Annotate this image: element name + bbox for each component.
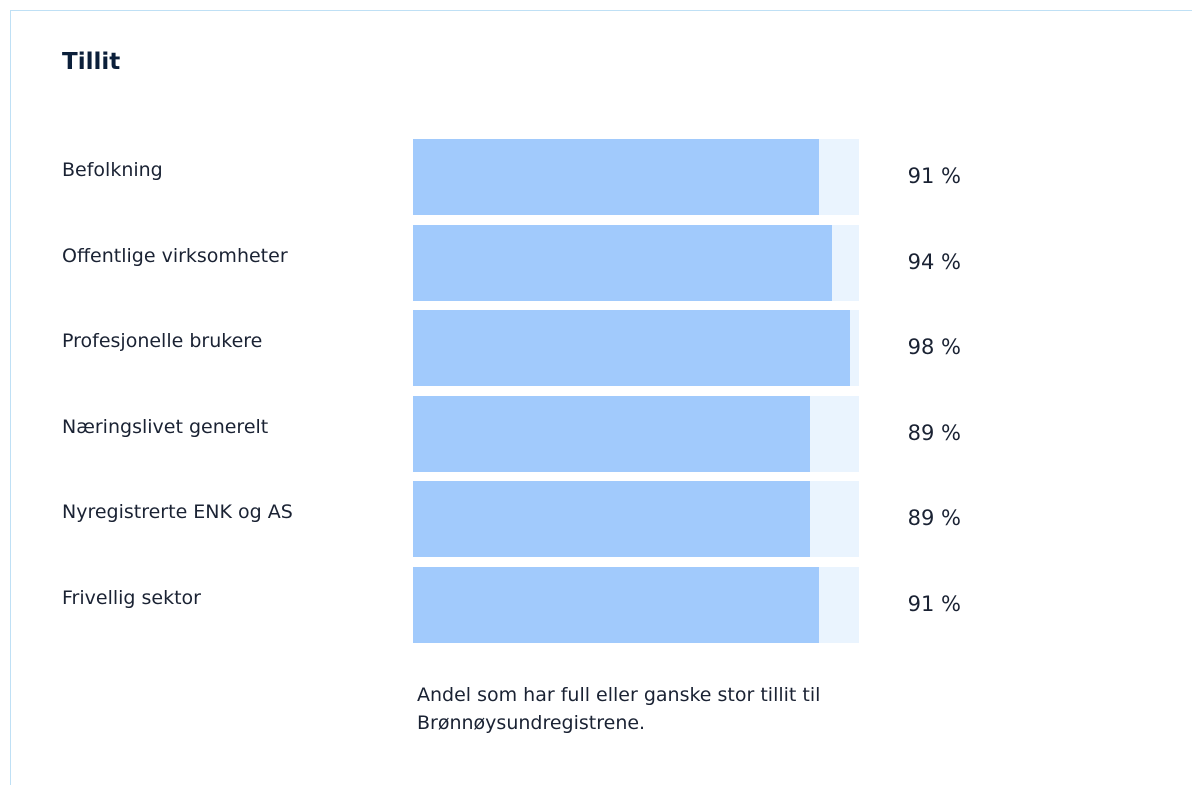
bar-track bbox=[413, 395, 859, 472]
bar-track bbox=[413, 139, 859, 215]
bar-track bbox=[413, 481, 859, 557]
bar bbox=[413, 395, 810, 472]
category-label: Nyregistrerte ENK og AS bbox=[62, 501, 293, 523]
note: Andel som har full eller ganske stor til… bbox=[417, 684, 821, 734]
bar-track bbox=[413, 566, 859, 643]
bar-track bbox=[413, 310, 859, 386]
value-label: 91 % bbox=[907, 164, 961, 188]
chart-title: Tillit bbox=[62, 49, 121, 75]
bar bbox=[413, 566, 819, 643]
bar bbox=[413, 139, 819, 215]
value-label: 94 % bbox=[907, 249, 961, 274]
bar-track bbox=[413, 224, 859, 301]
bar bbox=[413, 481, 810, 557]
bar bbox=[413, 310, 851, 386]
value-label: 89 % bbox=[907, 506, 961, 530]
category-label: Profesjonelle brukere bbox=[62, 330, 263, 352]
bar bbox=[413, 224, 833, 301]
value-label: 89 % bbox=[907, 420, 961, 445]
category-label: Offentlige virksomheter bbox=[62, 244, 288, 267]
value-label: 98 % bbox=[907, 335, 961, 359]
category-label: Befolkning bbox=[62, 159, 163, 181]
value-label: 91 % bbox=[907, 591, 961, 616]
category-label: Næringslivet generelt bbox=[62, 415, 269, 438]
category-label: Frivellig sektor bbox=[62, 586, 201, 609]
card: Tillit Andel som har full eller ganske s… bbox=[10, 10, 1192, 785]
